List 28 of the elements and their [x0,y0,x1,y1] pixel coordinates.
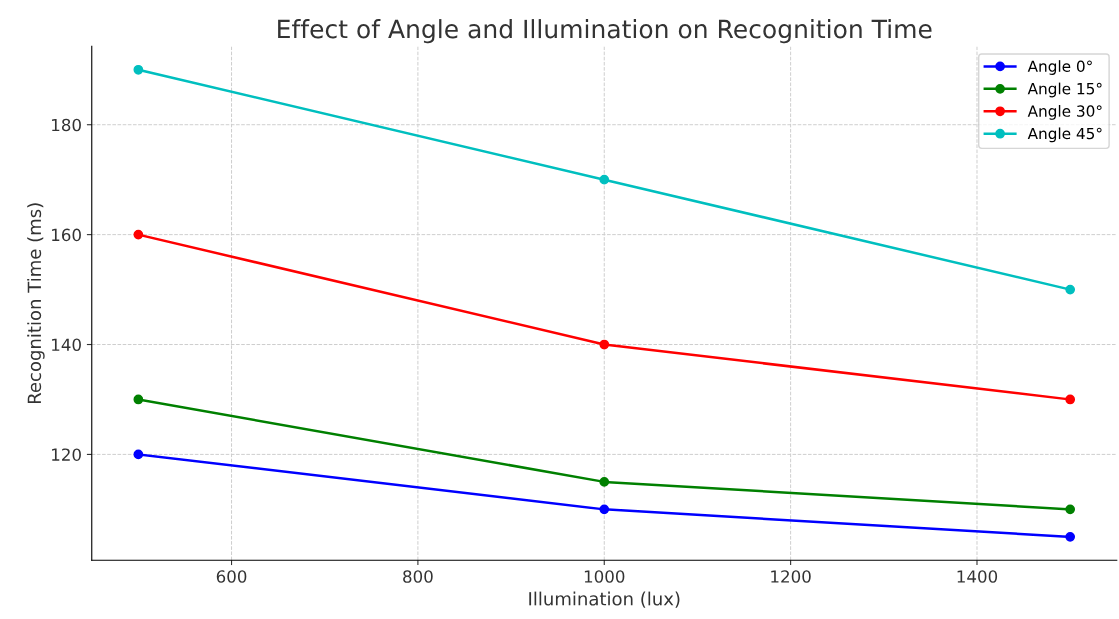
x-tick-label: 1000 [584,570,625,583]
point [1065,284,1076,295]
chart-title: Effect of Angle and Illumination on Recognition Time [278,19,932,44]
x-axis-title: Illumination (lux) [529,591,680,608]
point [599,174,610,185]
x-tick-label: 800 [403,570,433,583]
y-axis-title: Recognition Time (ms) [27,203,45,404]
legend-label: Angle 0° [1027,60,1092,75]
point [1065,394,1076,405]
point [133,64,144,75]
y-tick-label: 140 [52,338,81,352]
legend-label: Angle 45° [1027,127,1102,143]
y-tick-label: 180 [52,118,81,132]
point [133,229,144,240]
legend-label: Angle 30° [1027,105,1102,120]
x-tick-label: 600 [216,570,247,583]
x-tick-label: 1200 [771,570,811,583]
point [133,394,144,405]
point [599,504,610,515]
x-tick-label: 1400 [957,570,998,583]
y-tick-label: 120 [52,448,81,461]
point [1065,531,1076,542]
y-tick-label: 160 [52,228,81,242]
point [1065,504,1076,515]
point [599,477,610,487]
point [599,339,610,350]
legend-label: Angle 15° [1027,82,1102,98]
point [133,449,144,460]
